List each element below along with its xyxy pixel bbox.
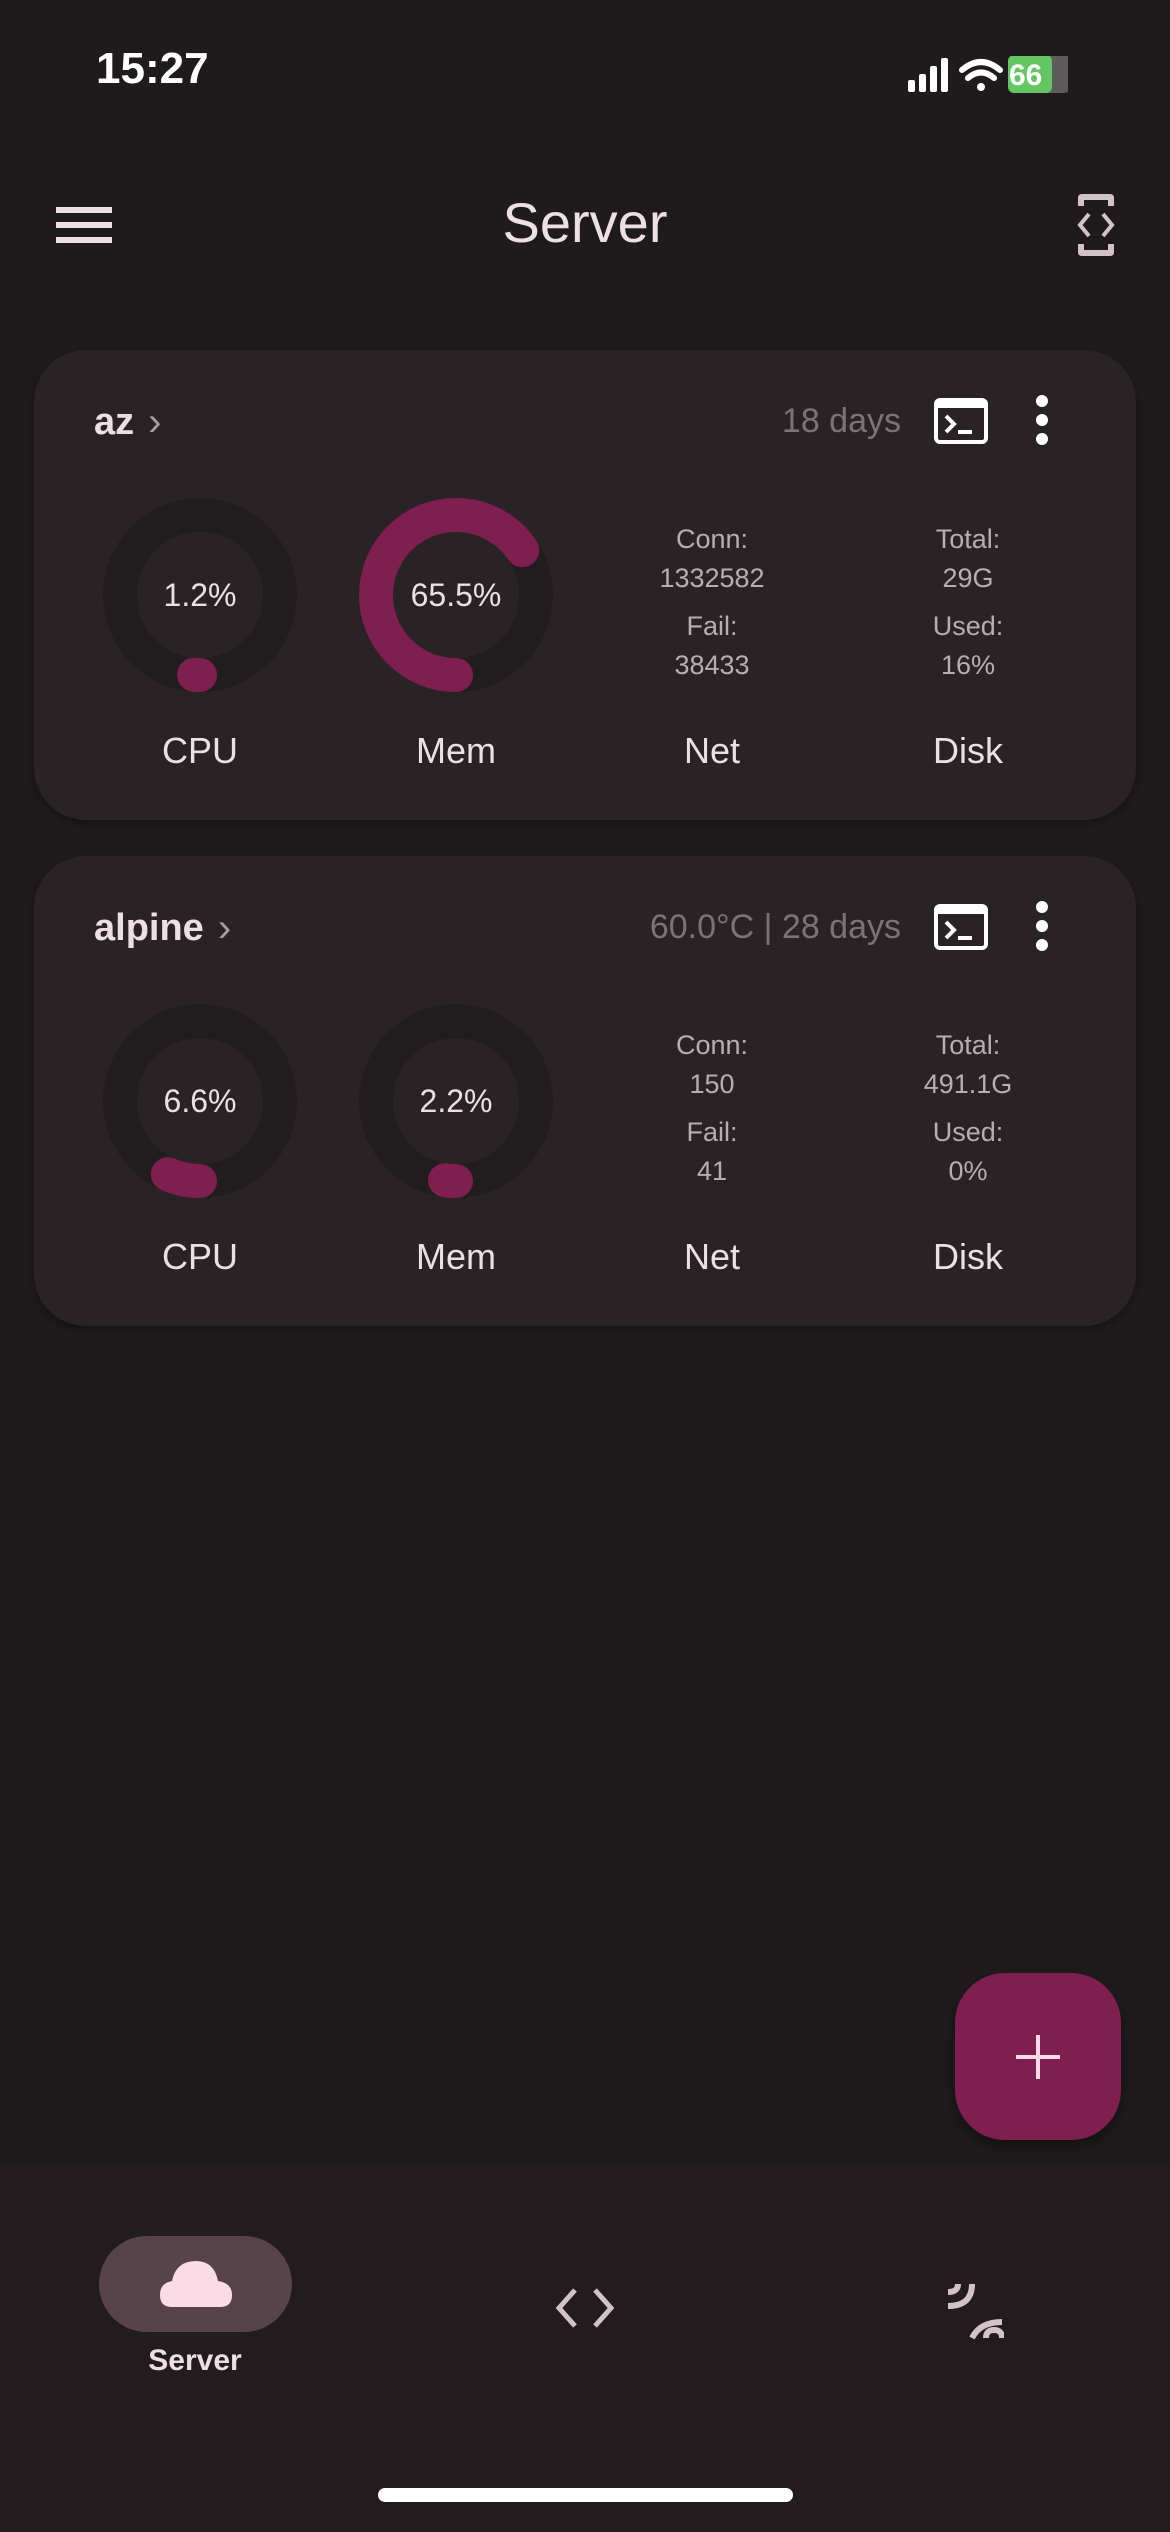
signal-icon [908,58,948,92]
home-indicator[interactable] [378,2488,793,2502]
chevron-right-icon: › [217,906,232,950]
mem-label: Mem [416,730,496,771]
server-name-link[interactable]: alpine › [94,906,231,951]
cpu-label: CPU [161,1236,238,1277]
more-vert-icon[interactable] [1032,900,1052,952]
used-label: Used: [932,1117,1004,1147]
gauge-fill [359,1004,553,1198]
plus-icon [1016,2034,1060,2079]
cloud-icon [159,2261,232,2307]
gauge [103,1004,297,1198]
chevron-right-icon: › [148,400,162,444]
fail-value: 41 [696,1156,728,1186]
server-name-link[interactable]: az › [94,400,161,445]
total-value: 491.1G [923,1069,1013,1099]
nav-item-code[interactable] [553,2288,617,2328]
gauge-fill [359,498,553,692]
conn-value: 150 [689,1069,735,1099]
mem-value: 65.5% [410,577,502,613]
server-name: alpine [94,907,204,949]
mem-label: Mem [416,1236,496,1277]
total-value: 29G [942,563,994,593]
server-meta: 18 days [781,402,901,440]
more-vert-icon[interactable] [1032,394,1052,446]
menu-icon[interactable] [56,205,112,245]
gauge-fill [103,498,297,692]
cpu-value: 6.6% [163,1083,237,1119]
gauge [103,498,297,692]
status-time: 15:27 [96,44,209,93]
conn-label: Conn: [675,1030,749,1060]
net-label: Net [683,1236,741,1277]
net-label: Net [683,730,741,771]
battery-icon: 66 [1008,56,1068,93]
gauge-fill [103,1004,297,1198]
disk-label: Disk [933,1236,1003,1277]
add-server-button[interactable] [955,1973,1121,2140]
terminal-icon[interactable] [934,398,988,444]
conn-value: 1332582 [659,563,765,593]
used-value: 0% [948,1156,988,1186]
wifi-icon [959,59,1003,91]
total-label: Total: [935,524,1001,554]
conn-label: Conn: [675,524,749,554]
terminal-icon[interactable] [934,904,988,950]
fail-label: Fail: [686,611,738,641]
status-icons: 66 [908,56,1068,93]
code-device-icon[interactable] [1074,192,1118,258]
total-label: Total: [935,1030,1001,1060]
used-value: 16% [940,650,996,680]
fail-value: 38433 [674,650,750,680]
disk-label: Disk [933,730,1003,771]
gauge [359,1004,553,1198]
server-card[interactable]: az › 18 days 1.2% 65.5% Conn: 1332582 Fail:… [34,350,1136,820]
server-meta: 60.0°C | 28 days [649,908,901,946]
cpu-label: CPU [161,730,238,771]
cpu-value: 1.2% [163,577,237,613]
disk-stats: Total: 491.1G Used: 0% [858,1026,1078,1191]
gauge [359,498,553,692]
nav-item-server[interactable] [99,2236,292,2332]
nav-item-ssh[interactable] [946,2282,1004,2340]
fail-label: Fail: [686,1117,738,1147]
battery-level: 66 [1009,59,1042,92]
mem-value: 2.2% [419,1083,493,1119]
server-card[interactable]: alpine › 60.0°C | 28 days 6.6% 2.2% Conn:… [34,856,1136,1326]
server-name: az [94,401,135,443]
net-stats: Conn: 150 Fail: 41 [602,1026,822,1191]
net-stats: Conn: 1332582 Fail: 38433 [602,520,822,685]
disk-stats: Total: 29G Used: 16% [858,520,1078,685]
bottom-nav [0,2165,1170,2532]
page-title: Server [502,191,668,254]
nav-item-server-label: Server [148,2344,242,2377]
used-label: Used: [932,611,1004,641]
